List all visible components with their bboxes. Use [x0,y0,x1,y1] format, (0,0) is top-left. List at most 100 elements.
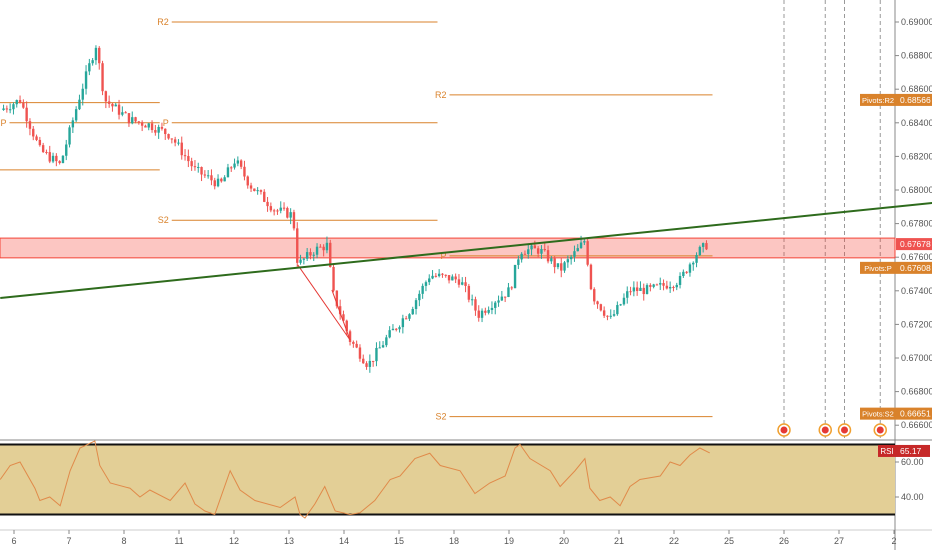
candle-body [530,245,533,250]
candle-body [444,274,447,276]
candle-body [5,108,9,110]
candle-body [461,282,464,285]
candle-body [649,285,652,287]
candle-body [520,253,523,260]
candle-body [154,130,157,133]
candle-body [263,191,266,202]
candle-body [395,328,398,330]
candle-body [358,347,362,359]
price-label-name: Pivots:S2 [862,410,894,419]
candle-body [28,121,32,129]
candle-body [342,314,345,321]
candle-body [606,315,609,317]
candle-body [563,262,566,271]
price-label-bg [896,261,932,274]
candle-body [256,190,259,192]
candle-body [626,291,629,298]
candle-body [315,246,319,255]
candle-body [536,248,540,254]
price-tick-label: 0.68200 [901,151,932,161]
candle-body [94,47,98,61]
candle-body [226,167,230,178]
price-tick-label: 0.68400 [901,118,932,128]
candle-body [414,300,418,310]
candle-body [253,188,256,192]
candle-body [484,310,487,313]
candle-body [121,112,124,115]
candle-body [560,263,563,271]
candle-body [249,185,253,189]
candle-body [220,178,223,182]
candle-body [68,127,71,145]
price-label-value: 0.66651 [900,409,931,419]
price-tick-label: 0.67600 [901,252,932,262]
candle-body [51,155,55,162]
candle-body [642,287,645,295]
candle-body [246,176,249,186]
candle-body [292,212,296,229]
candle-body [276,210,279,212]
candle-body [272,210,276,212]
rsi-value: 65.17 [900,446,922,456]
candle-body [289,212,292,218]
candle-body [335,290,339,307]
candle-body [474,299,477,311]
candle-body [573,251,576,257]
candle-body [411,309,414,315]
candle-body [404,318,408,320]
event-marker-dot [841,426,848,434]
candle-body [378,347,381,349]
pivot-label: R2 [157,17,169,27]
candle-body [540,248,543,254]
time-tick-label: 12 [229,536,239,546]
candle-body [494,302,497,308]
candle-body [203,174,207,176]
candle-body [596,301,599,305]
candle-body [309,252,312,256]
price-label-name: Pivots:P [864,264,892,273]
candle-body [616,305,619,315]
candle-body [74,109,78,121]
candle-body [365,363,368,367]
candle-body [391,328,395,331]
candle-body [599,304,603,311]
candle-body [467,285,471,300]
price-tick-label: 0.67800 [901,219,932,229]
candle-body [470,299,474,301]
price-tick-label: 0.68600 [901,84,932,94]
candle-body [144,125,147,128]
candle-body [127,113,131,124]
time-tick-label: 7 [66,536,71,546]
candle-body [659,283,662,285]
candle-body [543,248,546,251]
candle-body [305,252,309,259]
candle-body [678,276,682,285]
candle-body [503,296,507,298]
candle-body [230,167,233,169]
candle-body [401,318,405,328]
candle-body [662,283,665,286]
price-label-value: 0.68566 [900,95,931,105]
candle-body [167,134,170,139]
candle-body [668,286,672,289]
candle-body [71,120,75,128]
candle-body [523,253,527,255]
candle-body [645,285,649,295]
candle-body [579,242,583,249]
candle-body [157,126,160,133]
price-tick-label: 0.68000 [901,185,932,195]
candle-body [197,167,200,169]
candle-body [177,142,180,144]
candle-body [65,144,68,156]
time-tick-label: 21 [614,536,624,546]
price-label-name: Pivots:R2 [862,96,894,105]
candle-body [190,161,193,167]
time-tick-label: 19 [504,536,514,546]
candle-body [398,327,401,330]
candle-body [527,249,530,255]
candle-body [170,138,174,140]
candle-body [566,259,570,263]
price-tick-label: 0.67000 [901,353,932,363]
